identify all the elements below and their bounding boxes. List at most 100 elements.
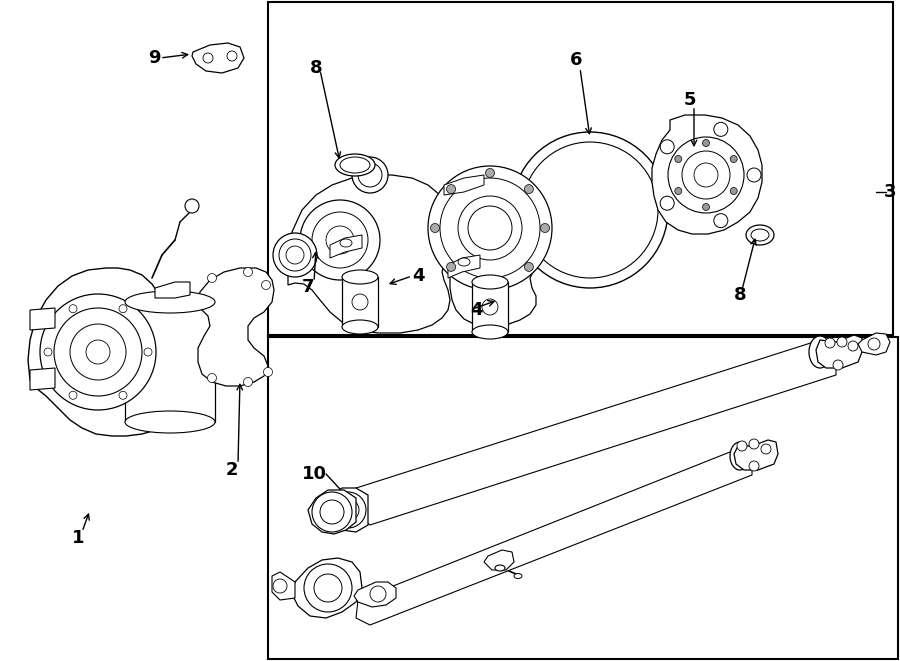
Ellipse shape (342, 270, 378, 284)
Circle shape (446, 262, 455, 272)
Circle shape (430, 223, 439, 233)
Circle shape (264, 368, 273, 377)
Ellipse shape (809, 336, 831, 368)
Circle shape (682, 151, 730, 199)
Circle shape (749, 461, 759, 471)
Text: 9: 9 (148, 49, 160, 67)
Bar (268, 2, 893, 335)
Polygon shape (272, 572, 295, 600)
Circle shape (208, 373, 217, 383)
Circle shape (358, 163, 382, 187)
Text: 8: 8 (310, 59, 322, 77)
Circle shape (730, 155, 737, 163)
Circle shape (675, 188, 682, 194)
Ellipse shape (273, 233, 317, 277)
Polygon shape (330, 235, 362, 258)
Text: 4: 4 (412, 267, 424, 285)
Circle shape (703, 204, 709, 210)
Polygon shape (292, 558, 362, 618)
Circle shape (747, 168, 761, 182)
Circle shape (304, 564, 352, 612)
Text: 4: 4 (470, 301, 482, 319)
Polygon shape (448, 255, 480, 278)
Circle shape (714, 122, 728, 136)
Circle shape (320, 500, 344, 524)
Circle shape (476, 214, 504, 242)
Circle shape (661, 139, 674, 154)
Circle shape (326, 226, 354, 254)
Circle shape (119, 305, 127, 313)
Circle shape (541, 223, 550, 233)
Circle shape (40, 294, 156, 410)
Polygon shape (322, 488, 368, 532)
Polygon shape (816, 335, 862, 368)
Circle shape (262, 280, 271, 290)
Circle shape (185, 199, 199, 213)
Circle shape (227, 51, 237, 61)
Circle shape (244, 268, 253, 276)
Circle shape (208, 274, 217, 282)
Polygon shape (652, 115, 762, 234)
Circle shape (352, 157, 388, 193)
Circle shape (749, 439, 759, 449)
Text: 3: 3 (884, 183, 896, 201)
Circle shape (44, 348, 52, 356)
Ellipse shape (340, 157, 370, 173)
Circle shape (848, 341, 858, 351)
Ellipse shape (495, 565, 505, 571)
Circle shape (825, 338, 835, 348)
Polygon shape (354, 582, 396, 607)
Circle shape (468, 206, 512, 250)
Circle shape (661, 196, 674, 210)
Polygon shape (858, 333, 890, 355)
Polygon shape (288, 175, 454, 333)
Circle shape (525, 262, 534, 272)
Text: 8: 8 (734, 286, 746, 304)
Ellipse shape (746, 225, 774, 245)
Polygon shape (196, 268, 274, 386)
Circle shape (485, 278, 494, 288)
Circle shape (312, 212, 368, 268)
Circle shape (300, 200, 380, 280)
Circle shape (203, 53, 213, 63)
Ellipse shape (514, 574, 522, 578)
Circle shape (833, 360, 843, 370)
Circle shape (714, 214, 728, 227)
Circle shape (352, 294, 368, 310)
Text: 10: 10 (302, 465, 327, 483)
Circle shape (144, 348, 152, 356)
Circle shape (703, 139, 709, 147)
Text: 6: 6 (570, 51, 582, 69)
Bar (268, 337, 898, 659)
Ellipse shape (458, 258, 470, 266)
Text: 5: 5 (684, 91, 697, 109)
Circle shape (512, 132, 668, 288)
Circle shape (730, 188, 737, 194)
Bar (342, 277, 378, 327)
Polygon shape (444, 175, 484, 195)
Polygon shape (484, 550, 514, 570)
Polygon shape (155, 282, 190, 298)
Circle shape (86, 340, 110, 364)
Circle shape (868, 338, 880, 350)
Ellipse shape (279, 239, 311, 271)
Circle shape (440, 178, 540, 278)
Circle shape (330, 492, 366, 528)
Ellipse shape (342, 320, 378, 334)
Polygon shape (28, 268, 172, 436)
Circle shape (244, 377, 253, 387)
Polygon shape (192, 43, 244, 73)
Circle shape (428, 166, 552, 290)
Ellipse shape (335, 154, 375, 176)
Ellipse shape (751, 229, 769, 241)
Circle shape (69, 391, 77, 399)
Circle shape (312, 492, 352, 532)
Polygon shape (356, 448, 752, 625)
Ellipse shape (125, 411, 215, 433)
Ellipse shape (286, 246, 304, 264)
Bar (125, 302, 215, 422)
Polygon shape (30, 308, 55, 330)
Circle shape (522, 142, 658, 278)
Circle shape (70, 324, 126, 380)
Circle shape (482, 299, 498, 315)
